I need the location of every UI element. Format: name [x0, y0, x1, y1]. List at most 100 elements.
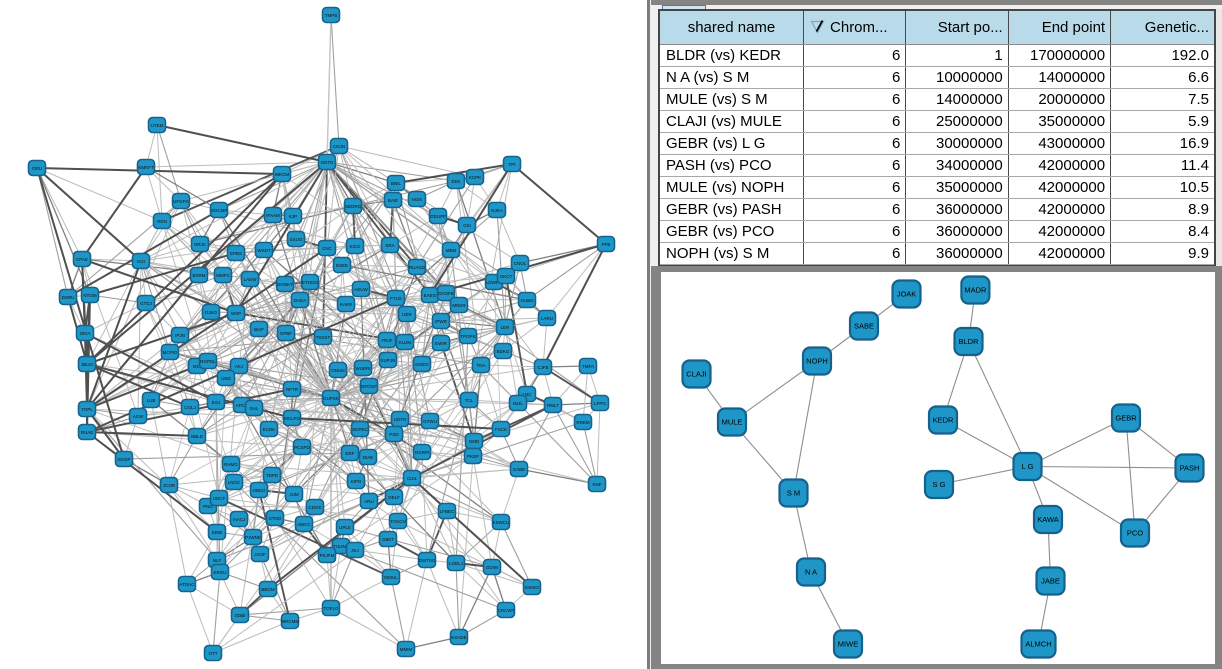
svg-text:CDGK: CDGK [308, 505, 321, 510]
svg-text:OGRPI: OGRPI [415, 450, 430, 455]
svg-text:KIPO: KIPO [351, 479, 362, 484]
svg-text:CPAE: CPAE [76, 257, 88, 262]
svg-text:ALMCH: ALMCH [1025, 640, 1051, 649]
svg-text:UTEM: UTEM [151, 123, 164, 128]
svg-text:PFB: PFB [602, 242, 611, 247]
svg-text:EWSO: EWSO [525, 585, 539, 590]
svg-text:NDIUL: NDIUL [384, 575, 398, 580]
svg-text:UER: UER [402, 312, 412, 317]
svg-text:LDWPR: LDWPR [486, 280, 503, 285]
svg-text:GUPSK: GUPSK [323, 396, 339, 401]
svg-text:OTT: OTT [209, 651, 218, 656]
svg-text:BLDR: BLDR [958, 337, 979, 346]
svg-text:SDPEC: SDPEC [352, 427, 368, 432]
svg-text:DSRU: DSRU [62, 295, 75, 300]
svg-text:RUAE: RUAE [81, 430, 94, 435]
svg-text:ETODO: ETODO [302, 280, 318, 285]
svg-text:NOPH: NOPH [806, 357, 828, 366]
svg-text:UPLE: UPLE [339, 525, 351, 530]
svg-text:ARU: ARU [364, 499, 374, 504]
svg-text:GBKT: GBKT [382, 537, 395, 542]
svg-text:CGLJ: CGLJ [184, 405, 196, 410]
svg-text:PKEP: PKEP [467, 454, 479, 459]
svg-text:BDKG: BDKG [497, 349, 510, 354]
svg-text:SBORG: SBORG [345, 204, 362, 209]
svg-text:IAACJ: IAACJ [233, 517, 246, 522]
svg-text:EAEG: EAEG [424, 293, 437, 298]
svg-text:TOFLG: TOFLG [324, 606, 339, 611]
svg-text:MCPIO: MCPIO [163, 350, 178, 355]
svg-text:CNC: CNC [322, 246, 332, 251]
svg-text:GOSP: GOSP [117, 457, 130, 462]
svg-text:KSADE: KSADE [451, 635, 466, 640]
svg-text:SUPJN: SUPJN [381, 358, 396, 363]
svg-text:NTOM: NTOM [83, 293, 96, 298]
svg-text:DFOGF: DFOGF [361, 384, 377, 389]
svg-text:PKJFM: PKJFM [320, 553, 335, 558]
svg-text:UFGFG: UFGFG [173, 199, 189, 204]
svg-text:BNIL: BNIL [391, 181, 402, 186]
svg-text:KSWCU: KSWCU [493, 520, 510, 525]
svg-text:MULE: MULE [722, 418, 743, 427]
svg-text:RMLT: RMLT [547, 403, 559, 408]
svg-text:LNOC: LNOC [228, 480, 241, 485]
svg-text:MCI: MCI [193, 364, 201, 369]
svg-text:KMKFT: KMKFT [138, 165, 154, 170]
svg-text:BSRM: BSRM [192, 273, 205, 278]
svg-text:RUAGD: RUAGD [409, 265, 426, 270]
svg-text:TPI: TPI [508, 162, 515, 167]
svg-text:WKCM: WKCM [275, 172, 289, 177]
svg-text:KNF: KNF [593, 482, 602, 487]
svg-text:KAWA: KAWA [1037, 515, 1059, 524]
svg-text:AKJ: AKJ [235, 364, 243, 369]
svg-text:EEK: EEK [451, 179, 460, 184]
svg-text:CJFE: CJFE [537, 365, 548, 370]
svg-text:IBAF: IBAF [254, 327, 264, 332]
svg-text:TCKCN: TCKCN [390, 519, 406, 524]
svg-text:SABE: SABE [854, 322, 874, 331]
svg-text:MMIM: MMIM [400, 647, 413, 652]
svg-text:BBGM: BBGM [261, 587, 275, 592]
svg-text:N A: N A [805, 568, 817, 577]
svg-text:ODUPF: ODUPF [430, 214, 446, 219]
svg-text:STNO: STNO [269, 516, 282, 521]
svg-text:L G: L G [1022, 462, 1034, 471]
svg-text:IPJN: IPJN [175, 333, 185, 338]
svg-text:GEBR: GEBR [1115, 414, 1137, 423]
svg-text:LOELJ: LOELJ [449, 561, 463, 566]
svg-text:MNKR: MNKR [452, 303, 466, 308]
svg-text:CNJN: CNJN [333, 144, 345, 149]
svg-text:GDIW: GDIW [486, 565, 499, 570]
svg-text:NGIK: NGIK [411, 197, 422, 202]
svg-text:DAEA: DAEA [294, 298, 306, 303]
svg-text:WRCMM: WRCMM [281, 619, 299, 624]
svg-text:IFAAM: IFAAM [266, 213, 280, 218]
svg-text:KICG: KICG [349, 244, 361, 249]
svg-text:WSDT: WSDT [257, 248, 270, 253]
svg-text:RAMG: RAMG [224, 462, 238, 467]
svg-text:UOTR: UOTR [394, 417, 407, 422]
svg-text:AFCM: AFCM [236, 403, 249, 408]
svg-text:ACW: ACW [133, 414, 144, 419]
svg-text:GTWU: GTWU [423, 419, 437, 424]
svg-text:ECRK: ECRK [263, 427, 276, 432]
svg-text:MCLPO: MCLPO [284, 416, 301, 421]
svg-text:DONKT: DONKT [277, 282, 293, 287]
svg-text:RREM: RREM [576, 420, 590, 425]
svg-text:LARU: LARU [541, 316, 553, 321]
svg-text:PNO: PNO [203, 504, 213, 509]
svg-text:ATDAC: ATDAC [180, 582, 196, 587]
svg-text:MMFC: MMFC [216, 273, 230, 278]
svg-text:JAOF: JAOF [254, 552, 266, 557]
svg-text:EPBS: EPBS [230, 251, 242, 256]
svg-text:CRCWT: CRCWT [498, 608, 515, 613]
svg-text:LUB: LUB [147, 398, 156, 403]
svg-text:TUUNA: TUUNA [333, 544, 349, 549]
svg-text:JBUO: JBUO [81, 362, 94, 367]
svg-text:RFTR: RFTR [286, 387, 299, 392]
svg-text:DWTSG: DWTSG [419, 558, 436, 563]
svg-text:GAL: GAL [249, 406, 259, 411]
svg-text:TMPB: TMPB [325, 13, 338, 18]
svg-text:DAOFB: DAOFB [438, 291, 454, 296]
svg-text:CKI: CKI [463, 223, 471, 228]
